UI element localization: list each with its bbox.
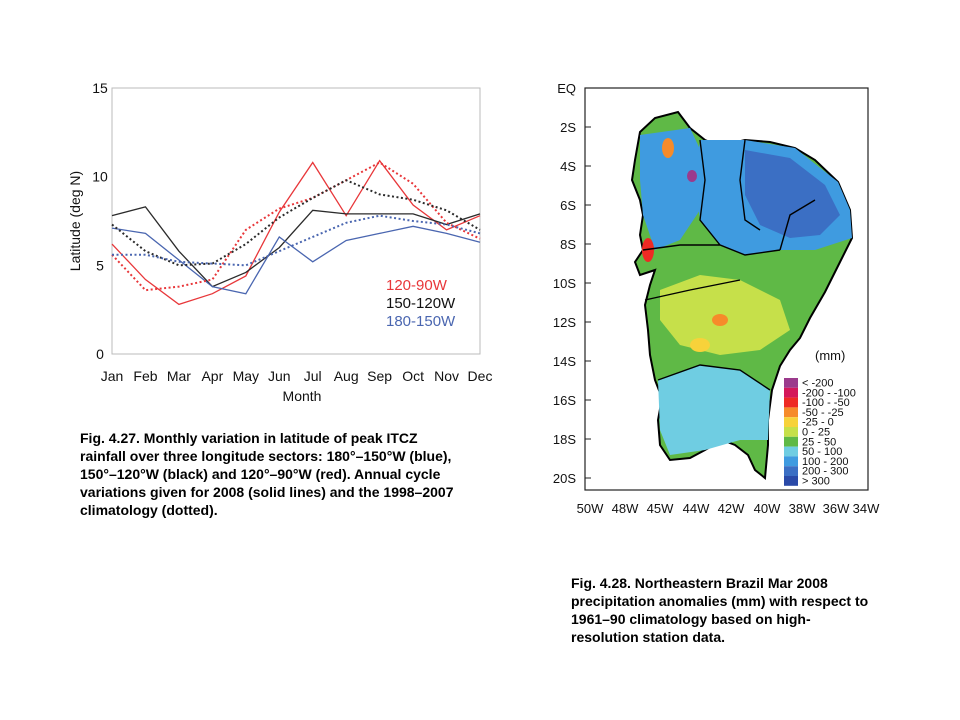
lat-label: 14S [553,354,576,369]
legend-swatch [784,378,798,388]
y-tick-label: 15 [92,80,108,96]
lon-label: 48W [612,501,639,516]
legend-label: 0 - 25 [802,427,830,439]
y-tick-labels: 0 5 10 15 [92,80,108,362]
y-tick-label: 0 [96,346,104,362]
lat-label: 6S [560,198,576,213]
legend-swatch [784,466,798,476]
lat-label: 10S [553,276,576,291]
lat-label: 8S [560,237,576,252]
map-region-fill [630,110,854,480]
x-tick-label: May [233,368,259,384]
x-tick-label: Oct [402,368,424,384]
legend-label: 25 - 50 [802,436,836,448]
latitude-labels: EQ 2S 4S 6S 8S 10S 12S 14S 16S 18S 20S [553,81,591,486]
lat-label: 18S [553,432,576,447]
lon-label: 40W [754,501,781,516]
anomaly-spot-red-north [662,138,674,158]
anomaly-spot-purple [687,170,697,182]
legend-label: 200 - 300 [802,466,848,478]
series-line-150-120W-dotted [111,179,481,267]
lat-label: 2S [560,120,576,135]
anomaly-spot-yellow [690,338,710,352]
lat-label: EQ [557,81,576,96]
legend-swatch [784,427,798,437]
lat-label: 16S [553,393,576,408]
lon-label: 36W [823,501,850,516]
legend-swatch [784,417,798,427]
x-tick-label: Dec [468,368,493,384]
region-wet-south [658,365,770,455]
series-line-150-120W-solid [111,206,481,288]
legend-label: 100 - 200 [802,456,848,468]
legend-title: (mm) [815,348,845,363]
legend-swatch [784,456,798,467]
legend-swatch [784,387,798,398]
legend-label: 50 - 100 [802,446,842,458]
lon-label: 42W [718,501,745,516]
lon-label: 45W [647,501,674,516]
x-tick-label: Apr [201,368,223,384]
color-legend: (mm) < -200-200 - -100-100 - -50-50 - -2… [784,348,856,488]
series-lines [111,159,481,306]
lon-label: 44W [683,501,710,516]
x-tick-label: Mar [167,368,191,384]
legend-swatch [784,446,798,457]
figure-caption-4-27: Fig. 4.27. Monthly variation in latitude… [80,430,454,518]
x-tick-label: Jun [268,368,291,384]
y-axis-label: Latitude (deg N) [67,171,83,271]
series-line-120-90W-dotted [111,161,481,292]
legend-label: -200 - -100 [802,387,856,399]
legend-swatch [784,476,798,486]
x-tick-label: Sep [367,368,392,384]
legend-swatch [784,397,798,408]
x-axis-label: Month [283,388,322,404]
legend-label: -50 - -25 [802,407,844,419]
x-tick-label: Feb [133,368,157,384]
legend-label: -100 - -50 [802,397,850,409]
lat-label: 20S [553,471,576,486]
y-tick-label: 5 [96,257,104,273]
legend-swatch [784,436,798,447]
x-tick-label: Jan [101,368,124,384]
lon-label: 38W [789,501,816,516]
plot-frame [111,87,481,355]
lat-label: 12S [553,315,576,330]
legend-entry: 180-150W [386,313,456,330]
region-wet-west [640,128,705,250]
x-tick-labels: Jan Feb Mar Apr May Jun Jul Aug Sep Oct Nov Dec [101,368,493,384]
legend-swatch [784,407,798,418]
state-borders [642,139,816,391]
lat-label: 4S [560,159,576,174]
lon-label: 34W [853,501,880,516]
legend-entry: 120-90W [386,277,448,294]
legend-label: > 300 [802,476,830,488]
legend-label: < -200 [802,378,834,390]
series-line-120-90W-solid [111,159,481,306]
x-tick-label: Aug [334,368,359,384]
series-line-180-150W-solid [111,225,481,295]
legend-entry: 150-120W [386,295,456,312]
series-line-180-150W-dotted [112,214,481,267]
anomaly-spot-orange [712,314,728,326]
region-dry-center [660,275,790,355]
legend-label: -25 - 0 [802,417,834,429]
y-tick-label: 10 [92,169,108,185]
region-very-wet [745,150,840,238]
x-tick-label: Jul [304,368,322,384]
x-tick-label: Nov [434,368,459,384]
longitude-labels: 50W 48W 45W 44W 42W 40W 38W 36W 34W [577,501,880,516]
lon-label: 50W [577,501,604,516]
figure-caption-4-28: Fig. 4.28. Northeastern Brazil Mar 2008 … [571,575,869,645]
